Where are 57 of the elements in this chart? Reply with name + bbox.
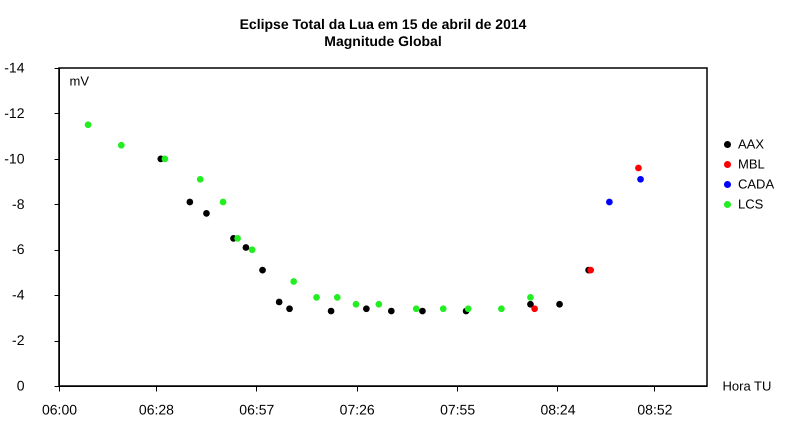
point <box>556 300 563 308</box>
y-tick-label: -6 <box>12 241 25 258</box>
point <box>637 176 644 183</box>
point <box>388 308 395 314</box>
x-tick-label: 06:00 <box>42 402 78 418</box>
point <box>527 300 534 308</box>
point <box>248 246 256 254</box>
point <box>118 142 125 149</box>
point <box>334 294 341 301</box>
point <box>375 300 382 308</box>
chart-title: Eclipse Total da Lua em 15 de abril de 2014 <box>240 16 527 32</box>
point <box>527 294 534 301</box>
point <box>220 198 226 206</box>
point <box>186 198 194 206</box>
point <box>352 300 360 308</box>
legend-label: LCS <box>738 196 764 212</box>
chart-subtitle: Magnitude Global <box>324 33 442 49</box>
x-tick-label: 08:24 <box>540 402 576 418</box>
y-tick-label: -14 <box>4 60 25 76</box>
point <box>464 305 472 312</box>
point <box>259 266 266 274</box>
y-tick-label: -4 <box>12 286 25 303</box>
point <box>196 176 204 183</box>
x-tick-label: 07:26 <box>340 402 375 418</box>
x-tick-label: 08:52 <box>637 402 673 418</box>
x-tick-label: 06:28 <box>138 402 174 418</box>
point <box>587 266 594 274</box>
point <box>276 298 283 306</box>
y-tick-label: -12 <box>4 104 25 121</box>
y-tick-label: 0 <box>16 378 25 394</box>
x-tick-label: 07:55 <box>440 402 476 418</box>
legend-label: AAX <box>738 136 764 152</box>
legend-label: MBL <box>738 156 765 172</box>
point <box>606 198 613 206</box>
point <box>328 308 334 314</box>
point <box>203 210 210 217</box>
point <box>412 305 420 312</box>
y-tick-label: -8 <box>12 196 25 212</box>
point <box>162 156 168 162</box>
point <box>84 121 92 128</box>
point <box>531 305 538 312</box>
point <box>635 164 642 172</box>
x-axis-title: Hora TU <box>722 378 772 394</box>
y-axis-title: mV <box>70 74 90 88</box>
point <box>440 305 447 312</box>
point <box>498 305 505 312</box>
legend-label: CADA <box>738 176 774 192</box>
x-tick-label: 06:57 <box>239 402 275 418</box>
point <box>313 294 320 301</box>
point <box>290 278 298 285</box>
point <box>242 244 250 251</box>
point <box>363 305 370 312</box>
y-tick-label: -10 <box>4 150 25 166</box>
y-tick-label: -2 <box>12 332 25 348</box>
point <box>419 308 426 314</box>
point <box>286 305 293 312</box>
point <box>234 235 241 242</box>
